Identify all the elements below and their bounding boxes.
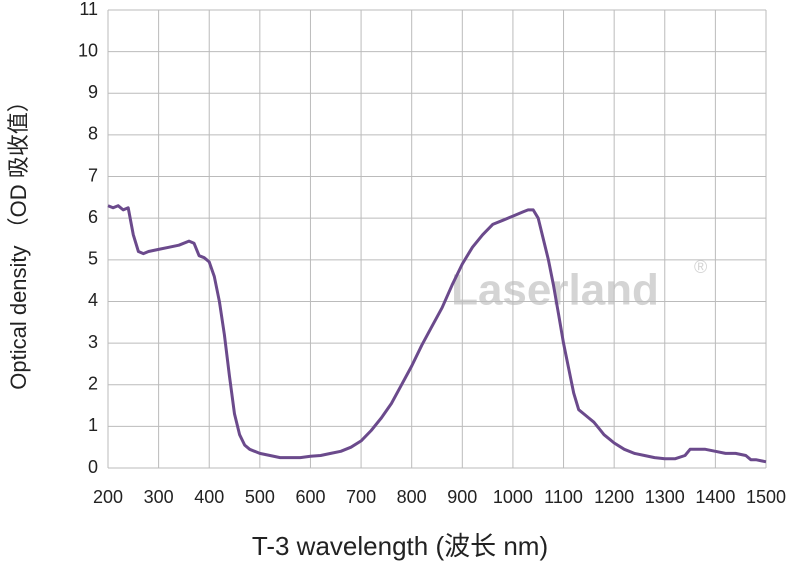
y-tick-label: 0 — [88, 457, 98, 477]
x-tick-label: 800 — [397, 487, 427, 507]
y-tick-label: 8 — [88, 124, 98, 144]
y-tick-label: 10 — [78, 40, 98, 60]
watermark-mark: ® — [694, 257, 707, 277]
y-tick-label: 7 — [88, 165, 98, 185]
y-tick-label: 6 — [88, 207, 98, 227]
x-tick-label: 1300 — [645, 487, 685, 507]
x-tick-label: 1100 — [544, 487, 583, 507]
x-tick-label: 1200 — [594, 487, 634, 507]
x-tick-label: 1400 — [695, 487, 735, 507]
y-tick-label: 4 — [88, 290, 98, 310]
y-tick-label: 1 — [88, 415, 98, 435]
y-tick-label: 9 — [88, 82, 98, 102]
x-tick-label: 1500 — [746, 487, 786, 507]
x-tick-label: 200 — [93, 487, 123, 507]
x-tick-label: 900 — [447, 487, 477, 507]
y-tick-label: 2 — [88, 373, 98, 393]
x-axis-label: T-3 wavelength (波长 nm) — [252, 531, 548, 561]
x-tick-label: 400 — [194, 487, 224, 507]
x-tick-label: 1000 — [493, 487, 533, 507]
data-line — [107, 204, 767, 464]
y-tick-label: 5 — [88, 249, 98, 269]
y-axis-label: Optical density （OD 吸收值） — [6, 90, 31, 390]
y-tick-label: 11 — [79, 0, 98, 19]
x-tick-label: 300 — [144, 487, 174, 507]
y-tick-label: 3 — [88, 332, 98, 352]
x-tick-label: 700 — [346, 487, 376, 507]
x-tick-label: 500 — [245, 487, 275, 507]
x-tick-label: 600 — [295, 487, 325, 507]
